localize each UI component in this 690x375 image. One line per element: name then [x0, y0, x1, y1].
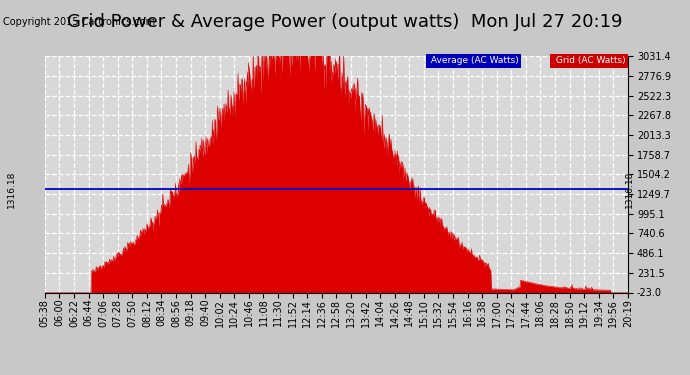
Text: Grid Power & Average Power (output watts)  Mon Jul 27 20:19: Grid Power & Average Power (output watts… [67, 13, 623, 31]
Text: Copyright 2015 Cartronics.com: Copyright 2015 Cartronics.com [3, 17, 155, 27]
Text: Average (AC Watts): Average (AC Watts) [428, 56, 520, 65]
Text: Grid (AC Watts): Grid (AC Watts) [553, 56, 625, 65]
Text: 1316.18: 1316.18 [624, 170, 633, 208]
Text: 1316.18: 1316.18 [6, 170, 16, 208]
